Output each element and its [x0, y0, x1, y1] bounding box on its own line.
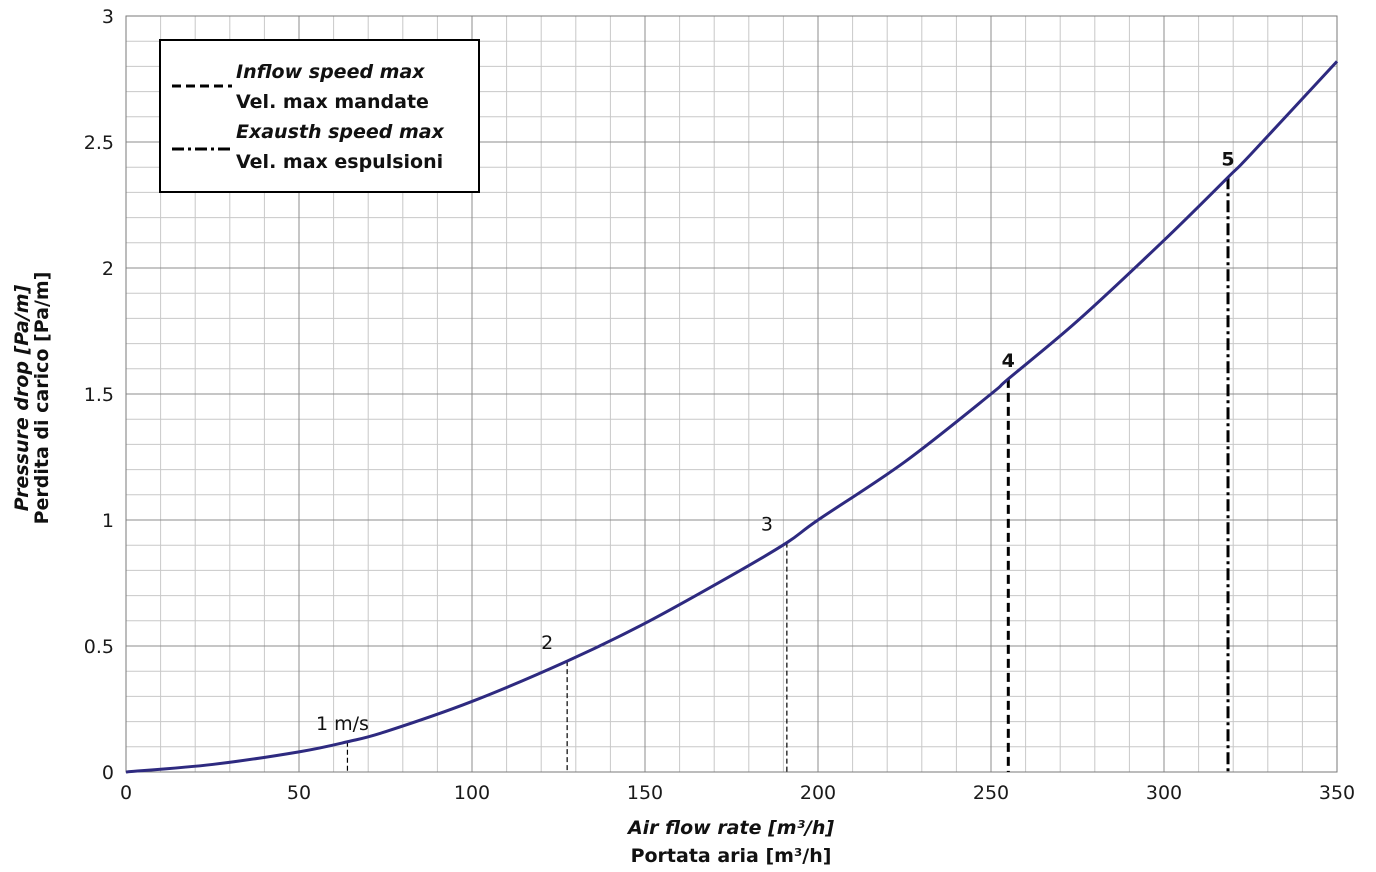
- x-tick-label: 350: [1319, 782, 1355, 804]
- y-tick-label: 0.5: [84, 636, 114, 658]
- x-tick-label: 0: [120, 782, 132, 804]
- x-tick-label: 150: [627, 782, 663, 804]
- legend-entry-1-line1: Inflow speed max: [236, 61, 425, 83]
- plot-frame: [125, 15, 1338, 773]
- marker-label: 2: [541, 632, 553, 654]
- marker-label: 1 m/s: [316, 713, 369, 735]
- x-axis-title: Air flow rate [m³/h] Portata aria [m³/h]: [626, 817, 834, 867]
- x-tick-label: 100: [454, 782, 490, 804]
- x-tick-labels: 0 50 100 150 200 250 300 350: [120, 782, 1355, 804]
- x-axis-title-en: Air flow rate [m³/h]: [626, 817, 834, 839]
- x-axis-title-it: Portata aria [m³/h]: [631, 845, 832, 867]
- legend: Inflow speed max Vel. max mandate Exaust…: [159, 39, 480, 193]
- x-tick-label: 300: [1146, 782, 1182, 804]
- x-tick-label: 200: [800, 782, 836, 804]
- x-tick-label: 250: [973, 782, 1009, 804]
- y-tick-label: 2: [102, 258, 114, 280]
- legend-entry-1-line2: Vel. max mandate: [236, 91, 429, 113]
- y-axis-title-en: Pressure drop [Pa/m]: [11, 284, 33, 511]
- legend-box: [159, 39, 480, 193]
- velocity-marker-labels: 1 m/s 2 3 4 5: [316, 148, 1235, 734]
- legend-entry-2-line1: Exausth speed max: [236, 121, 445, 143]
- marker-label: 3: [761, 514, 773, 536]
- y-tick-label: 1: [102, 510, 114, 532]
- y-tick-label: 1.5: [84, 384, 114, 406]
- y-tick-labels: 0 0.5 1 1.5 2 2.5 3: [84, 6, 114, 784]
- y-tick-label: 2.5: [84, 132, 114, 154]
- y-axis-title-it: Perdita di carico [Pa/m]: [31, 272, 53, 525]
- y-tick-label: 0: [102, 762, 114, 784]
- legend-entry-2-line2: Vel. max espulsioni: [236, 151, 443, 173]
- y-axis-title: Pressure drop [Pa/m] Perdita di carico […: [11, 272, 53, 525]
- x-tick-label: 50: [287, 782, 311, 804]
- velocity-markers: [346, 177, 1230, 772]
- marker-label: 4: [1002, 350, 1015, 372]
- y-tick-label: 3: [102, 6, 114, 28]
- pressure-drop-curve: [125, 60, 1339, 774]
- marker-label: 5: [1221, 148, 1234, 170]
